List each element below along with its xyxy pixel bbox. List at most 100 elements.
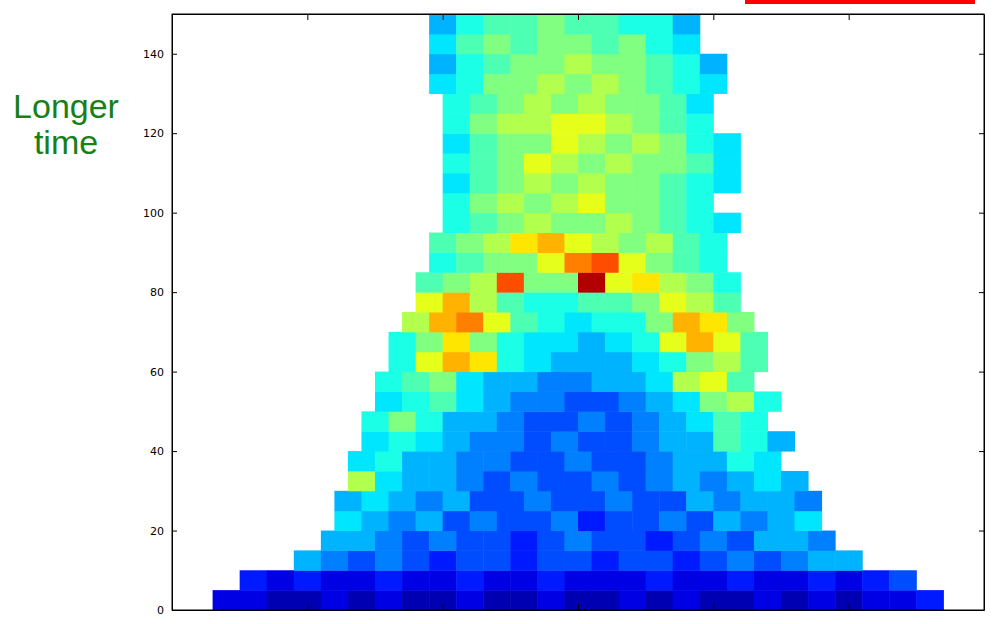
cell <box>470 93 498 113</box>
cell <box>321 550 349 570</box>
cell <box>632 93 660 113</box>
cell <box>916 590 944 610</box>
tick-mark <box>172 531 177 532</box>
tick-mark <box>849 604 850 610</box>
cell <box>686 93 714 113</box>
cell <box>862 570 890 590</box>
cell <box>551 213 579 233</box>
cell <box>402 451 430 471</box>
cell <box>537 550 565 570</box>
tick <box>979 451 984 452</box>
cell <box>402 531 430 551</box>
cell <box>551 431 579 451</box>
cell <box>416 511 444 531</box>
cell <box>470 431 498 451</box>
cell <box>564 550 592 570</box>
tick <box>443 14 444 20</box>
cell <box>537 74 565 94</box>
cell <box>361 411 389 431</box>
cell <box>673 252 701 272</box>
tick <box>979 54 984 55</box>
cell <box>646 252 674 272</box>
cell <box>375 372 403 392</box>
cell <box>429 252 457 272</box>
cell <box>497 213 525 233</box>
cell <box>619 252 647 272</box>
cell <box>564 471 592 491</box>
cell <box>578 431 606 451</box>
cell <box>592 233 620 253</box>
cell <box>835 570 863 590</box>
cell <box>740 511 768 531</box>
cell <box>781 471 809 491</box>
cell <box>524 352 552 372</box>
cell <box>700 570 728 590</box>
cell <box>429 14 457 34</box>
cell <box>470 491 498 511</box>
axis-line <box>173 610 985 611</box>
cell <box>619 391 647 411</box>
cell <box>713 411 741 431</box>
cell <box>740 411 768 431</box>
cell <box>524 431 552 451</box>
cell <box>578 193 606 213</box>
tick-label: 60 <box>150 366 164 379</box>
cell <box>646 34 674 54</box>
cell <box>510 312 538 332</box>
cell <box>524 491 552 511</box>
cell <box>713 173 741 193</box>
cell <box>470 153 498 173</box>
cell <box>456 590 484 610</box>
cell <box>727 312 755 332</box>
cell <box>700 74 728 94</box>
cell <box>483 471 511 491</box>
cell <box>510 372 538 392</box>
cell <box>605 411 633 431</box>
cell <box>619 471 647 491</box>
cell <box>619 590 647 610</box>
cell <box>456 550 484 570</box>
cell <box>510 570 538 590</box>
cell <box>429 74 457 94</box>
cell <box>240 590 268 610</box>
cell <box>537 233 565 253</box>
cell <box>470 133 498 153</box>
cell <box>524 173 552 193</box>
cell <box>700 233 728 253</box>
cell <box>456 372 484 392</box>
cell <box>348 471 376 491</box>
cell <box>497 193 525 213</box>
cell <box>483 531 511 551</box>
cell <box>754 531 782 551</box>
cell <box>456 312 484 332</box>
cell <box>470 292 498 312</box>
cell <box>673 590 701 610</box>
cell <box>456 74 484 94</box>
cell <box>578 511 606 531</box>
cell <box>605 352 633 372</box>
cell <box>267 590 295 610</box>
cell <box>646 550 674 570</box>
cell <box>592 312 620 332</box>
cell <box>564 372 592 392</box>
cell <box>592 54 620 74</box>
tick-label: 40 <box>150 445 164 458</box>
cell <box>632 213 660 233</box>
cell <box>470 113 498 133</box>
cell <box>389 332 417 352</box>
cell <box>835 590 863 610</box>
cell <box>686 213 714 233</box>
cell <box>537 14 565 34</box>
axis <box>173 14 985 20</box>
tick-mark <box>979 133 984 134</box>
cell <box>605 193 633 213</box>
cell <box>564 590 592 610</box>
cell <box>510 233 538 253</box>
tick <box>979 372 984 373</box>
cell <box>700 391 728 411</box>
cell <box>619 451 647 471</box>
tick <box>979 213 984 214</box>
cell <box>619 570 647 590</box>
cell <box>686 431 714 451</box>
cell <box>483 14 511 34</box>
